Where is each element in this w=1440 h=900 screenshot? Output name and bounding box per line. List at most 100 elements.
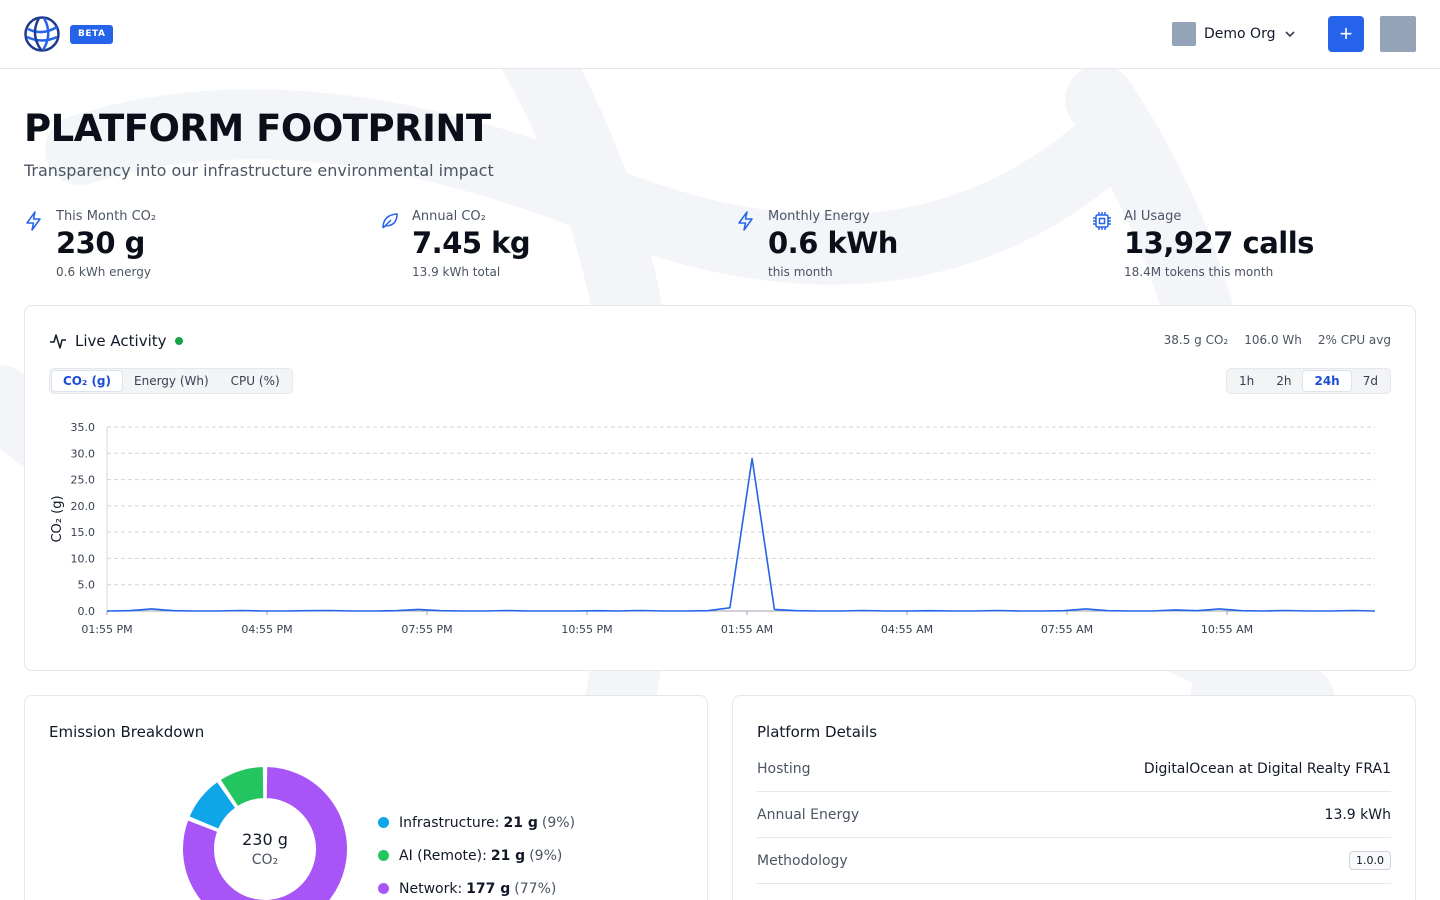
legend-value: 21 g bbox=[490, 847, 526, 864]
detail-row-annual-energy: Annual Energy 13.9 kWh bbox=[757, 792, 1391, 838]
stat-value: 7.45 kg bbox=[412, 226, 531, 260]
tab-energy[interactable]: Energy (Wh) bbox=[134, 374, 209, 388]
x-tick-label: 07:55 AM bbox=[1041, 623, 1093, 636]
emission-donut-chart: 230 g CO₂ bbox=[181, 764, 349, 900]
org-avatar bbox=[1172, 22, 1196, 46]
stat-value: 0.6 kWh bbox=[768, 226, 898, 260]
x-tick-label: 04:55 PM bbox=[241, 623, 292, 636]
legend-item-infrastructure: Infrastructure: 21 g (9%) bbox=[378, 806, 575, 839]
legend-pct: (9%) bbox=[541, 814, 576, 831]
stat-value: 13,927 calls bbox=[1124, 226, 1314, 260]
org-switcher[interactable]: Demo Org bbox=[1172, 22, 1297, 46]
page-subtitle: Transparency into our infrastructure env… bbox=[24, 161, 494, 180]
legend-label: Network: bbox=[399, 880, 463, 897]
y-tick-label: 25.0 bbox=[71, 474, 96, 487]
stat-annual-co2: Annual CO₂ 7.45 kg 13.9 kWh total bbox=[380, 209, 700, 281]
legend-pct: (77%) bbox=[514, 880, 557, 897]
legend-dot bbox=[378, 850, 389, 861]
legend-label: Infrastructure: bbox=[399, 814, 500, 831]
co2-line-chart: 35.0 30.0 25.0 20.0 15.0 10.0 5.0 0.0 01:55 PM 04… bbox=[50, 421, 1376, 636]
live-activity-title: Live Activity bbox=[75, 332, 167, 350]
stat-label: Annual CO₂ bbox=[412, 209, 486, 224]
breakdown-legend: Infrastructure: 21 g (9%) AI (Remote): 2… bbox=[378, 806, 575, 900]
range-7d[interactable]: 7d bbox=[1362, 374, 1378, 388]
legend-value: 21 g bbox=[503, 814, 538, 831]
stat-note: 0.6 kWh energy bbox=[56, 265, 151, 279]
y-tick-label: 20.0 bbox=[71, 500, 96, 513]
x-tick-label: 10:55 PM bbox=[561, 623, 612, 636]
legend-value: 177 g bbox=[466, 880, 511, 897]
detail-value: DigitalOcean at Digital Realty FRA1 bbox=[1143, 760, 1391, 777]
x-tick-label: 01:55 PM bbox=[81, 623, 132, 636]
y-tick-label: 35.0 bbox=[71, 421, 96, 434]
stat-ai-usage: AI Usage 13,927 calls 18.4M tokens this … bbox=[1092, 209, 1412, 281]
legend-dot bbox=[378, 817, 389, 828]
stat-monthly-energy: Monthly Energy 0.6 kWh this month bbox=[736, 209, 1056, 281]
live-activity-header: Live Activity bbox=[49, 332, 183, 350]
live-activity-card: Live Activity 38.5 g CO₂ 106.0 Wh 2% CPU… bbox=[24, 305, 1416, 671]
x-tick-label: 07:55 PM bbox=[401, 623, 452, 636]
page-content: PLATFORM FOOTPRINT Transparency into our… bbox=[0, 69, 1440, 900]
legend-item-ai-remote: AI (Remote): 21 g (9%) bbox=[378, 839, 575, 872]
platform-details-card: Platform Details Hosting DigitalOcean at… bbox=[732, 695, 1416, 900]
activity-icon bbox=[50, 334, 66, 349]
x-tick-label: 10:55 AM bbox=[1201, 623, 1253, 636]
beta-badge: BETA bbox=[70, 25, 114, 44]
leaf-icon bbox=[382, 213, 398, 229]
bolt-icon bbox=[26, 211, 41, 231]
chip-icon bbox=[1093, 212, 1111, 230]
detail-key: Hosting bbox=[757, 760, 811, 777]
stat-note: this month bbox=[768, 265, 833, 279]
details-title: Platform Details bbox=[757, 723, 878, 741]
donut-slice bbox=[181, 764, 349, 900]
y-tick-label: 30.0 bbox=[71, 447, 96, 460]
org-name: Demo Org bbox=[1204, 26, 1276, 42]
stat-note: 13.9 kWh total bbox=[412, 265, 501, 279]
stat-value: 230 g bbox=[56, 226, 145, 260]
x-tick-label: 01:55 AM bbox=[721, 623, 773, 636]
detail-key: Annual Energy bbox=[757, 806, 860, 823]
tab-cpu[interactable]: CPU (%) bbox=[230, 374, 280, 388]
detail-row-methodology: Methodology 1.0.0 bbox=[757, 838, 1391, 884]
y-tick-label: 15.0 bbox=[71, 526, 96, 539]
add-button[interactable]: + bbox=[1328, 16, 1364, 52]
page-title: PLATFORM FOOTPRINT bbox=[24, 107, 491, 150]
top-bar: BETA Demo Org + bbox=[0, 0, 1440, 69]
legend-pct: (9%) bbox=[529, 847, 563, 864]
range-selector: 1h 2h 24h 7d bbox=[1225, 368, 1391, 394]
legend-item-network: Network: 177 g (77%) bbox=[378, 872, 575, 900]
cpu-average: 2% CPU avg bbox=[1317, 333, 1391, 347]
chevron-down-icon bbox=[1285, 31, 1296, 38]
detail-value: 13.9 kWh bbox=[1324, 806, 1391, 823]
stat-note: 18.4M tokens this month bbox=[1124, 265, 1274, 279]
donut-center-value: 230 g bbox=[242, 830, 288, 849]
y-axis-label: CO₂ (g) bbox=[50, 495, 65, 542]
donut-center-unit: CO₂ bbox=[252, 852, 278, 868]
methodology-version-badge: 1.0.0 bbox=[1349, 851, 1391, 870]
range-2h[interactable]: 2h bbox=[1276, 374, 1292, 388]
legend-dot bbox=[378, 883, 389, 894]
stat-label: AI Usage bbox=[1124, 209, 1182, 224]
live-metrics: 38.5 g CO₂ 106.0 Wh 2% CPU avg bbox=[1164, 333, 1391, 347]
detail-key: Methodology bbox=[757, 852, 848, 869]
stat-label: Monthly Energy bbox=[768, 209, 870, 224]
stat-this-month-co2: This Month CO₂ 230 g 0.6 kWh energy bbox=[24, 209, 344, 281]
tab-co2[interactable]: CO₂ (g) bbox=[51, 370, 123, 392]
y-tick-label: 0.0 bbox=[78, 605, 96, 618]
live-status-dot bbox=[174, 337, 183, 345]
range-24h[interactable]: 24h bbox=[1302, 370, 1352, 392]
energy-total: 106.0 Wh bbox=[1244, 333, 1302, 347]
globe-logo-icon[interactable] bbox=[24, 16, 60, 52]
y-tick-label: 5.0 bbox=[78, 579, 96, 592]
donut-slice bbox=[187, 779, 238, 832]
detail-row-hosting: Hosting DigitalOcean at Digital Realty F… bbox=[757, 746, 1391, 792]
co2-total: 38.5 g CO₂ bbox=[1163, 333, 1229, 347]
donut-slice bbox=[218, 764, 266, 809]
co2-series-line bbox=[106, 457, 1376, 612]
breakdown-title: Emission Breakdown bbox=[49, 723, 205, 741]
user-avatar[interactable] bbox=[1380, 16, 1416, 52]
metric-selector: CO₂ (g) Energy (Wh) CPU (%) bbox=[49, 368, 293, 394]
range-1h[interactable]: 1h bbox=[1238, 374, 1255, 388]
stat-label: This Month CO₂ bbox=[56, 209, 157, 224]
bolt-icon bbox=[738, 211, 753, 231]
